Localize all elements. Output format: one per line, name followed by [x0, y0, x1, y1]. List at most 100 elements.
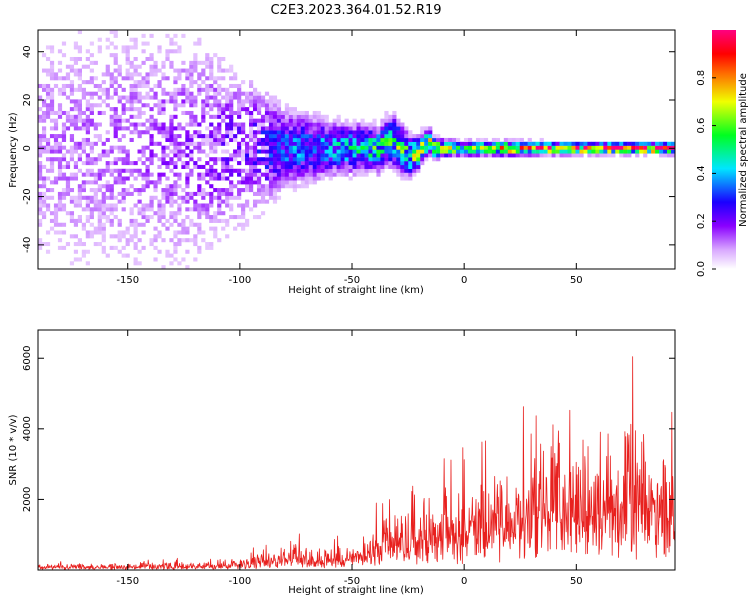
heatmap-cell [141, 33, 146, 38]
heatmap-cell [237, 141, 242, 146]
heatmap-cell [173, 164, 178, 169]
heatmap-cell [181, 226, 186, 231]
heatmap-cell [292, 110, 297, 115]
heatmap-cell [241, 180, 246, 185]
heatmap-cell [113, 110, 118, 115]
heatmap-cell [97, 110, 102, 115]
heatmap-cell [85, 195, 90, 200]
heatmap-cell [57, 176, 63, 181]
heatmap-cell [320, 141, 325, 146]
heatmap-cell [256, 149, 262, 154]
heatmap-cell [320, 122, 325, 127]
heatmap-cell [225, 130, 230, 135]
heatmap-cell [185, 72, 190, 77]
heatmap-cell [256, 118, 262, 123]
heatmap-cell [105, 95, 110, 100]
heatmap-cell [304, 149, 309, 154]
heatmap-cell [125, 99, 130, 104]
heatmap-cell [268, 130, 274, 135]
heatmap-cell [141, 153, 146, 158]
heatmap-cell [663, 145, 668, 150]
heatmap-cell [205, 87, 210, 92]
heatmap-cell [368, 137, 373, 142]
heatmap-cell [547, 149, 552, 154]
heatmap-cell [161, 126, 166, 131]
heatmap-cell [89, 215, 94, 220]
heatmap-cell [340, 130, 345, 135]
heatmap-cell [69, 218, 75, 223]
heatmap-cell [101, 249, 106, 254]
heatmap-cell [109, 114, 114, 119]
heatmap-cell [380, 118, 385, 123]
heatmap-cell [49, 72, 55, 77]
heatmap-cell [185, 145, 190, 150]
heatmap-cell [97, 222, 102, 227]
heatmap-cell [252, 157, 258, 162]
heatmap-cell [133, 226, 138, 231]
heatmap-cell [571, 141, 576, 146]
heatmap-cell [173, 215, 178, 220]
heatmap-cell [276, 145, 282, 150]
heatmap-cell [344, 122, 349, 127]
heatmap-cell [217, 64, 222, 69]
heatmap-cell [467, 141, 473, 146]
heatmap-cell [384, 130, 389, 135]
heatmap-cell [57, 207, 63, 212]
heatmap-cell [121, 87, 126, 92]
heatmap-cell [264, 149, 270, 154]
heatmap-cell [352, 134, 357, 139]
heatmap-cell [149, 68, 154, 73]
heatmap-cell [77, 45, 82, 50]
heatmap-cell [113, 33, 118, 38]
heatmap-cell [193, 234, 198, 239]
heatmap-cell [157, 45, 162, 50]
heatmap-cell [384, 114, 389, 119]
heatmap-cell [177, 238, 182, 243]
heatmap-cell [400, 141, 405, 146]
heatmap-cell [272, 157, 278, 162]
heatmap-cell [288, 153, 293, 158]
heatmap-cell [260, 211, 266, 216]
heatmap-cell [551, 145, 556, 150]
heatmap-cell [376, 130, 381, 135]
heatmap-cell [73, 87, 79, 92]
heatmap-cell [129, 72, 134, 77]
heatmap-cell [85, 107, 90, 112]
heatmap-cell [284, 161, 290, 166]
heatmap-cell [260, 184, 266, 189]
heatmap-cell [396, 126, 401, 131]
heatmap-cell [268, 141, 274, 146]
heatmap-cell [316, 153, 321, 158]
heatmap-cell [197, 87, 202, 92]
heatmap-cell [81, 161, 86, 166]
heatmap-cell [249, 114, 254, 119]
heatmap-cell [217, 56, 222, 62]
heatmap-cell [356, 130, 361, 135]
heatmap-cell [312, 134, 317, 139]
heatmap-cell [260, 157, 266, 162]
heatmap-cell [511, 141, 516, 146]
heatmap-cell [137, 199, 142, 204]
heatmap-cell [157, 80, 162, 85]
heatmap-cell [296, 134, 301, 139]
heatmap-cell [416, 137, 421, 142]
heatmap-cell [360, 130, 365, 135]
colorbar-tick-label: 0.8 [696, 70, 707, 86]
heatmap-cell [129, 130, 134, 135]
heatmap-cell [189, 110, 194, 115]
heatmap-cell [145, 172, 150, 177]
heatmap-cell [181, 110, 186, 115]
heatmap-cell [292, 141, 297, 146]
heatmap-cell [137, 149, 142, 154]
heatmap-cell [663, 149, 668, 154]
heatmap-cell [221, 168, 226, 173]
heatmap-cell [245, 107, 250, 112]
heatmap-cell [173, 188, 178, 193]
heatmap-cell [543, 149, 548, 154]
heatmap-cell [408, 153, 413, 158]
heatmap-cell [292, 118, 297, 123]
heatmap-cell [249, 130, 254, 135]
heatmap-cell [41, 176, 47, 181]
heatmap-cell [141, 230, 146, 235]
heatmap-cell [340, 122, 345, 127]
